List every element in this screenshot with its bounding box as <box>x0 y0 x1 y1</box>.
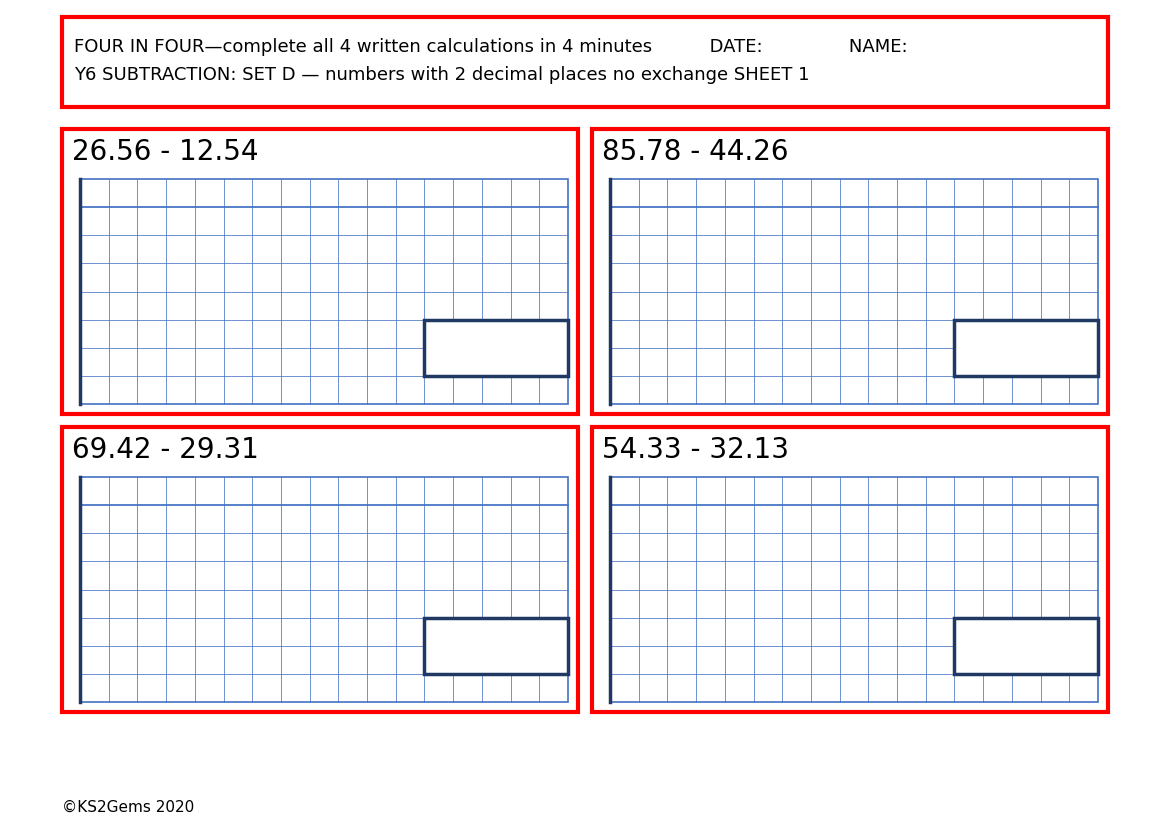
Bar <box>610 179 1097 404</box>
Bar <box>592 428 1108 712</box>
Bar <box>425 320 567 376</box>
Bar <box>62 130 578 414</box>
Text: 54.33 - 32.13: 54.33 - 32.13 <box>603 436 789 463</box>
Text: 69.42 - 29.31: 69.42 - 29.31 <box>73 436 259 463</box>
Text: 85.78 - 44.26: 85.78 - 44.26 <box>603 138 789 165</box>
Bar <box>955 618 1097 674</box>
Text: FOUR IN FOUR—complete all 4 written calculations in 4 minutes          DATE:    : FOUR IN FOUR—complete all 4 written calc… <box>74 38 908 56</box>
Bar <box>610 477 1097 702</box>
Bar <box>62 428 578 712</box>
Bar <box>955 320 1097 376</box>
Text: 26.56 - 12.54: 26.56 - 12.54 <box>73 138 259 165</box>
Bar <box>592 130 1108 414</box>
Text: Y6 SUBTRACTION: SET D — numbers with 2 decimal places no exchange SHEET 1: Y6 SUBTRACTION: SET D — numbers with 2 d… <box>74 66 810 84</box>
Text: ©KS2Gems 2020: ©KS2Gems 2020 <box>62 799 194 814</box>
Bar <box>425 618 567 674</box>
Bar <box>62 18 1108 108</box>
Bar <box>80 179 567 404</box>
Bar <box>80 477 567 702</box>
